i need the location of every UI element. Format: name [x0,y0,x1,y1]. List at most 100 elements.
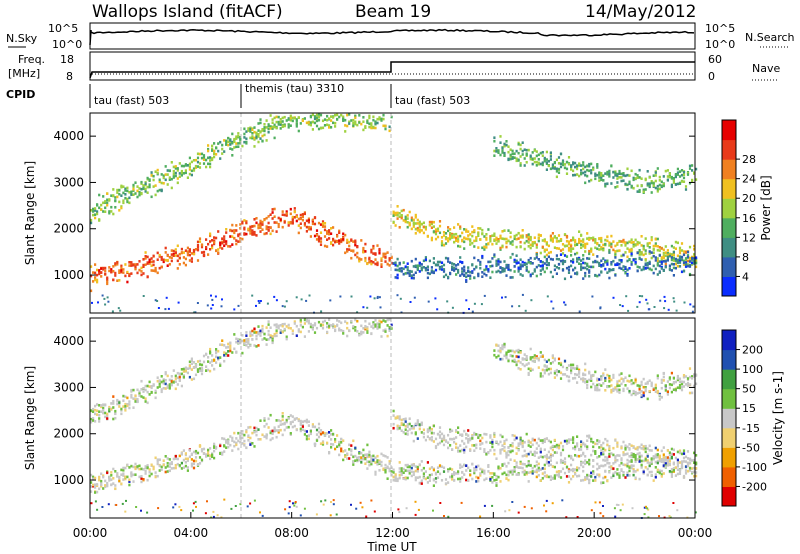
power-cell-1297 [515,245,518,249]
power-cell-1868 [515,254,518,257]
power-cell-2681 [612,296,615,299]
power-cell-1502 [624,244,627,247]
power-cell-22 [102,266,105,270]
velocity-cell-97 [138,464,141,468]
power-cell-13 [98,270,101,274]
velocity-cell-405 [311,425,314,428]
velocity-cell-829 [227,342,230,346]
velocity-cell-335 [271,432,274,435]
velocity-cell-1271 [493,431,496,435]
power-cell-629 [130,193,133,196]
power-cell-2611 [164,308,167,311]
power-cell-2342 [572,173,575,177]
velocity-cell-664 [142,396,145,399]
velocity-cell-975 [317,320,321,324]
velocity-cell-612 [114,412,117,416]
power-cell-1418 [580,239,583,243]
velocity-cell-2064 [622,463,625,466]
velocity-cell-1986 [580,461,583,465]
power-cell-2155 [674,257,677,261]
power-cell-791 [223,150,226,153]
power-cell-170 [188,248,191,251]
power-cell-36 [112,270,115,273]
power-cell-200 [207,242,210,246]
power-cell-778 [213,142,216,145]
velocity-cell-1204 [459,444,462,447]
velocity-cell-1144 [428,429,431,432]
velocity-cell-1237 [473,433,476,436]
power-cell-1732 [438,260,442,264]
power-cell-2626 [683,301,686,304]
power-cell-1809 [481,254,484,258]
velocity-cell-1571 [650,449,653,452]
velocity-cell-1235 [473,449,476,452]
velocity-cell-152 [168,458,171,461]
velocity-cell-1124 [414,422,417,426]
velocity-cell-1111 [408,417,411,420]
power-cell-491 [360,258,363,261]
velocity-cell-2190 [688,458,692,461]
velocity-cell-814 [219,364,222,367]
velocity-cell-526 [374,473,377,476]
power-cell-1815 [485,274,488,277]
velocity-cell-35 [106,471,109,475]
power-cell-2378 [590,162,593,166]
power-cell-472 [350,249,353,252]
velocity-cell-1311 [515,436,518,440]
velocity-cell-587 [102,411,105,415]
power-cell-1215 [469,243,472,246]
power-cell-638 [136,195,139,199]
power-cell-2053 [616,263,619,266]
velocity-cell-1515 [624,446,627,449]
power-cell-1769 [461,272,464,276]
velocity-cell-437 [328,451,331,455]
power-cell-955 [309,114,312,118]
velocity-cell-2270 [529,369,532,372]
velocity-cell-1899 [535,470,538,474]
power-cell-2405 [606,182,609,185]
velocity-cell-600 [108,408,111,411]
velocity-cell-846 [239,341,242,345]
velocity-cell-466 [344,455,347,458]
power-cell-441 [334,240,337,244]
velocity-cell-1941 [555,473,558,477]
velocity-cell-1356 [537,444,540,448]
velocity-cell-334 [271,429,274,433]
velocity-cell-865 [247,342,250,345]
power-cell-2558 [686,173,690,176]
power-cell-136 [170,253,173,256]
power-cell-1709 [424,258,427,262]
velocity-cell-1626 [680,461,684,465]
velocity-cell-70 [122,472,125,475]
velocity-cell-2033 [606,479,609,483]
power-cell-1561 [654,244,657,248]
power-cell-2326 [563,166,567,170]
power-cell-115 [156,251,159,255]
velocity-cell-1283 [501,435,504,439]
velocity-cell-1078 [390,327,393,330]
power-cell-692 [166,183,169,186]
power-cell-1074 [394,224,397,227]
power-cell-798 [227,136,230,140]
velocity-cell-0 [90,485,93,488]
velocity-cell-898 [265,326,268,329]
velocity-cell-1820 [489,476,492,480]
power-cell-201 [207,253,210,256]
power-cell-87 [142,265,145,268]
velocity-cell-2265 [527,362,530,365]
power-cell-2680 [621,305,624,308]
velocity-cell-356 [283,428,286,432]
power-cell-2295 [547,164,550,168]
velocity-cell-1113 [408,428,411,431]
velocity-cell-1627 [682,456,686,460]
power-cell-1706 [424,256,427,259]
velocity-cell-2172 [678,472,682,475]
power-cell-2064 [622,265,625,268]
power-cell-2041 [610,263,613,266]
velocity-cell-1025 [356,330,359,333]
velocity-cell-2140 [662,456,665,459]
velocity-cell-848 [239,339,242,343]
velocity-cell-500 [362,448,365,452]
velocity-cell-323 [265,422,268,426]
